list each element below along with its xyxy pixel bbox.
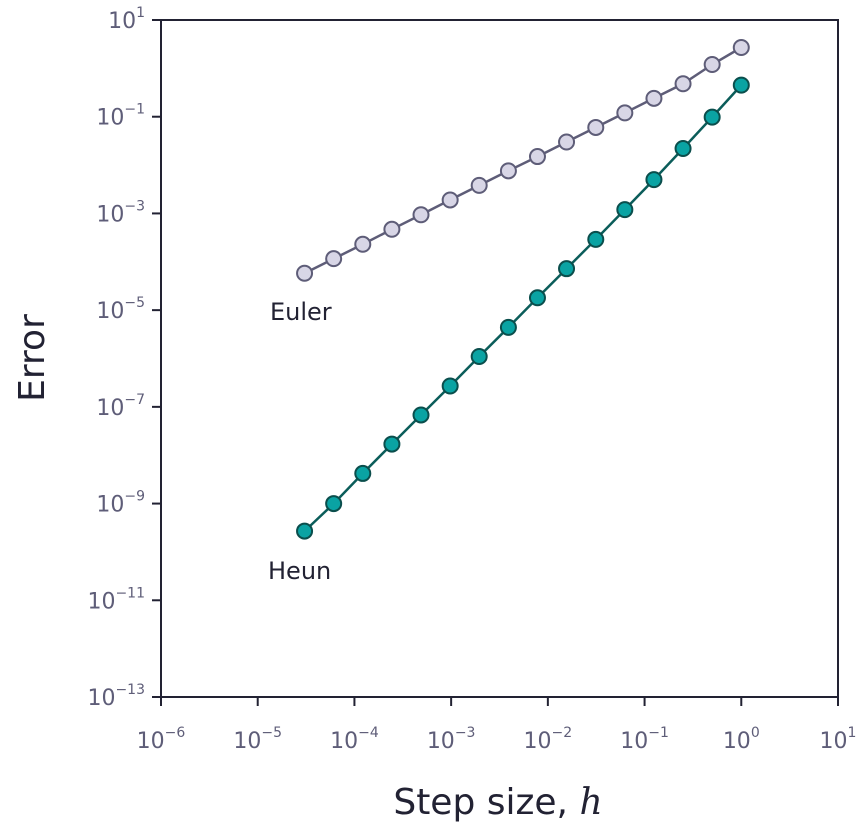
x-tick-label: 10−6 — [137, 725, 186, 754]
series-heun — [296, 76, 750, 540]
data-point-euler — [645, 89, 663, 107]
y-tick-label: 10−7 — [96, 392, 145, 421]
y-tick-label: 10−5 — [96, 295, 145, 324]
x-tick-label: 10−3 — [427, 725, 476, 754]
y-tick-label: 10−11 — [87, 585, 145, 614]
data-point-heun — [732, 76, 750, 94]
y-tick-exponent: −9 — [124, 489, 145, 505]
x-tick-exponent: 0 — [751, 725, 760, 741]
data-point-heun — [412, 406, 430, 424]
x-tick-base: 10 — [723, 729, 751, 754]
ticks: 10−6 10−5 10−4 10−3 10−2 10−1 100 10110110−110−… — [87, 5, 856, 754]
x-tick-label: 101 — [820, 725, 857, 754]
x-tick-exponent: −5 — [261, 725, 282, 741]
x-tick-exponent: 1 — [848, 725, 857, 741]
data-point-euler — [587, 118, 605, 136]
x-tick-exponent: −2 — [552, 725, 573, 741]
x-tick-exponent: −1 — [648, 725, 669, 741]
y-tick-label: 101 — [108, 5, 145, 34]
y-tick-exponent: −13 — [115, 682, 145, 698]
series-label-heun: Heun — [268, 557, 331, 585]
y-tick-exponent: −7 — [124, 392, 145, 408]
data-point-euler — [732, 38, 750, 56]
data-point-heun — [703, 108, 721, 126]
x-tick-base: 10 — [330, 729, 358, 754]
data-point-euler — [325, 250, 343, 268]
data-point-heun — [325, 495, 343, 513]
x-axis-label: Step size, h — [393, 782, 602, 823]
x-tick-label: 10−2 — [524, 725, 573, 754]
data-point-heun — [441, 377, 459, 395]
x-tick-base: 10 — [620, 729, 648, 754]
data-point-euler — [470, 176, 488, 194]
data-point-heun — [558, 260, 576, 278]
x-axis-label-variable: h — [579, 782, 602, 823]
x-tick-label: 100 — [723, 725, 760, 754]
data-point-euler — [412, 206, 430, 224]
data-point-euler — [441, 191, 459, 209]
plot-frame — [160, 19, 839, 698]
annotations: Euler Heun — [268, 298, 332, 585]
y-tick-label: 10−3 — [96, 198, 145, 227]
x-axis-label-text: Step size, — [393, 782, 579, 823]
series-label-euler: Euler — [270, 298, 332, 326]
data-point-euler — [703, 56, 721, 74]
x-tick-base: 10 — [233, 729, 261, 754]
series-line-heun — [303, 84, 743, 533]
y-tick-base: 10 — [96, 396, 124, 421]
y-tick-label: 10−9 — [96, 489, 145, 518]
x-tick-base: 10 — [524, 729, 552, 754]
y-tick-exponent: −5 — [124, 295, 145, 311]
y-tick-label: 10−13 — [87, 682, 145, 711]
x-tick-label: 10−5 — [233, 725, 282, 754]
x-tick-exponent: −6 — [165, 725, 186, 741]
data-point-heun — [296, 522, 314, 540]
y-tick-base: 10 — [96, 202, 124, 227]
y-tick-exponent: −11 — [115, 585, 145, 601]
data-point-heun — [383, 435, 401, 453]
y-tick-base: 10 — [87, 686, 115, 711]
y-tick-exponent: 1 — [136, 5, 145, 21]
data-point-euler — [354, 235, 372, 253]
x-tick-label: 10−1 — [620, 725, 669, 754]
data-point-euler — [499, 162, 517, 180]
data-point-euler — [528, 148, 546, 166]
data-point-euler — [558, 133, 576, 151]
data-point-heun — [499, 318, 517, 336]
x-tick-label: 10−4 — [330, 725, 379, 754]
y-tick-base: 10 — [96, 493, 124, 518]
data-point-heun — [674, 140, 692, 158]
data-point-heun — [528, 289, 546, 307]
y-axis-label: Error — [12, 314, 53, 402]
data-point-heun — [616, 201, 634, 219]
series-euler — [296, 38, 750, 282]
y-tick-base: 10 — [108, 9, 136, 34]
data-point-euler — [674, 75, 692, 93]
y-tick-base: 10 — [96, 106, 124, 131]
data-point-euler — [383, 220, 401, 238]
y-tick-base: 10 — [87, 589, 115, 614]
y-tick-exponent: −3 — [124, 198, 145, 214]
data-point-heun — [354, 464, 372, 482]
x-tick-exponent: −3 — [455, 725, 476, 741]
x-tick-base: 10 — [427, 729, 455, 754]
y-tick-label: 10−1 — [96, 102, 145, 131]
data-point-heun — [645, 171, 663, 189]
series-layer — [296, 38, 750, 540]
series-line-euler — [304, 46, 742, 275]
y-tick-exponent: −1 — [124, 102, 145, 118]
data-point-heun — [470, 347, 488, 365]
x-tick-base: 10 — [137, 729, 165, 754]
x-tick-base: 10 — [820, 729, 848, 754]
data-point-euler — [296, 264, 314, 282]
data-point-euler — [616, 104, 634, 122]
data-point-heun — [587, 230, 605, 248]
y-tick-base: 10 — [96, 299, 124, 324]
x-tick-exponent: −4 — [358, 725, 379, 741]
